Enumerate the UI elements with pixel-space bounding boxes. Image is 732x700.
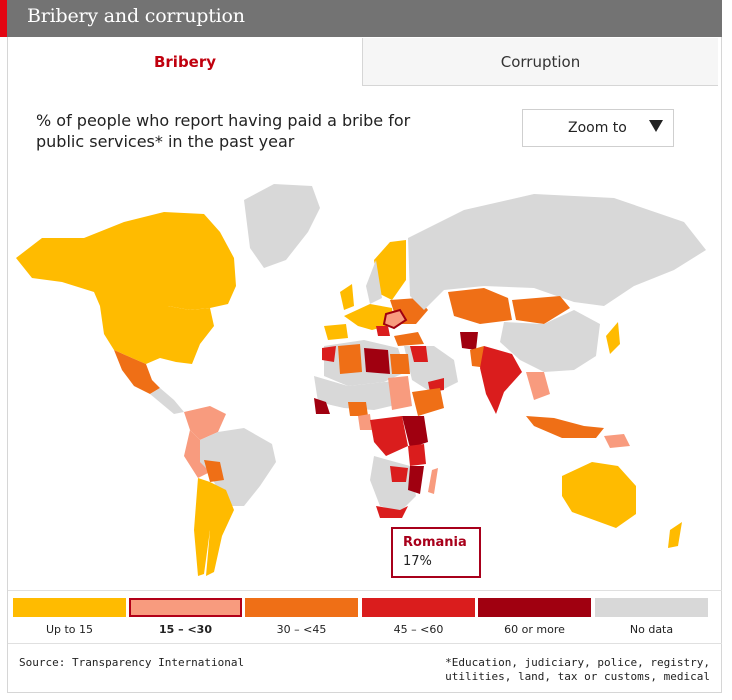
russia[interactable] <box>408 194 706 310</box>
sudan[interactable] <box>388 376 412 410</box>
tooltip-country: Romania <box>403 535 467 550</box>
content-frame <box>7 37 722 693</box>
sahel[interactable] <box>314 376 408 410</box>
country-tooltip: Romania 17% <box>391 527 481 578</box>
peru[interactable] <box>184 430 210 478</box>
tanzania[interactable] <box>408 444 426 466</box>
mexico[interactable] <box>114 350 160 394</box>
indonesia[interactable] <box>526 416 604 438</box>
morocco[interactable] <box>322 346 336 362</box>
ethiopia[interactable] <box>412 388 444 416</box>
south-africa[interactable] <box>376 506 408 518</box>
china[interactable] <box>500 310 600 372</box>
footer-divider <box>8 643 722 644</box>
footnote: *Education, judiciary, police, registry,… <box>410 656 710 684</box>
norway[interactable] <box>366 260 382 304</box>
zoom-label: Zoom to <box>568 120 627 136</box>
mozambique[interactable] <box>408 466 424 494</box>
uk[interactable] <box>340 284 354 310</box>
page-title: Bribery and corruption <box>27 5 245 27</box>
legend-swatch <box>13 598 126 617</box>
legend-divider <box>8 590 722 591</box>
zoom-dropdown[interactable]: Zoom to <box>522 109 674 147</box>
iraq[interactable] <box>410 346 428 362</box>
legend-swatch <box>245 598 358 617</box>
legend-swatch <box>129 598 242 617</box>
legend-label: 60 or more <box>504 623 565 636</box>
legend-label: No data <box>629 623 674 636</box>
zambia[interactable] <box>390 466 408 482</box>
legend-label: 30 – <45 <box>276 623 327 636</box>
header-bar: Bribery and corruption <box>0 0 722 37</box>
romania[interactable] <box>382 308 408 330</box>
legend-item-60-plus[interactable]: 60 or more <box>478 598 591 638</box>
tooltip-value: 17% <box>403 554 432 569</box>
legend-label: 45 – <60 <box>393 623 444 636</box>
legend-item-15-30[interactable]: 15 – <30 <box>129 598 242 638</box>
new-zealand[interactable] <box>668 522 682 548</box>
mongolia[interactable] <box>512 296 570 324</box>
map-subtitle: % of people who report having paid a bri… <box>36 111 411 151</box>
west-africa-1[interactable] <box>314 398 330 414</box>
turkey[interactable] <box>394 332 424 346</box>
tab-corruption[interactable]: Corruption <box>363 38 718 86</box>
source-credit: Source: Transparency International <box>19 656 245 669</box>
legend-item-30-45[interactable]: 30 – <45 <box>245 598 358 638</box>
argentina[interactable] <box>206 482 234 576</box>
chile[interactable] <box>194 478 210 576</box>
canada[interactable] <box>16 212 236 310</box>
east-africa[interactable] <box>402 416 428 448</box>
world-map[interactable] <box>14 110 714 590</box>
papua[interactable] <box>604 434 630 448</box>
afghanistan[interactable] <box>460 332 478 350</box>
header-accent <box>0 0 7 37</box>
madagascar[interactable] <box>428 468 438 494</box>
drc[interactable] <box>370 416 408 456</box>
india[interactable] <box>480 346 522 414</box>
colombia-venezuela[interactable] <box>184 406 226 440</box>
balkans[interactable] <box>376 326 390 336</box>
usa[interactable] <box>100 306 214 364</box>
algeria[interactable] <box>338 344 362 374</box>
legend-item-up-to-15[interactable]: Up to 15 <box>13 598 126 638</box>
dropdown-arrow-icon <box>649 120 663 132</box>
legend-swatch <box>362 598 475 617</box>
legend-label: 15 – <30 <box>159 623 212 636</box>
scandinavia[interactable] <box>374 240 406 300</box>
western-europe[interactable] <box>344 304 394 330</box>
legend-swatch <box>478 598 591 617</box>
greenland[interactable] <box>244 184 320 268</box>
kazakhstan[interactable] <box>448 288 512 324</box>
legend-item-no-data[interactable]: No data <box>595 598 708 638</box>
iberia[interactable] <box>324 324 348 340</box>
footnote-line-2: utilities, land, tax or customs, medical <box>445 670 710 683</box>
libya[interactable] <box>364 348 390 374</box>
australia[interactable] <box>562 462 636 528</box>
bolivia[interactable] <box>204 460 224 482</box>
tab-bribery[interactable]: Bribery <box>8 38 363 86</box>
legend-swatch <box>595 598 708 617</box>
central-america[interactable] <box>150 388 184 414</box>
legend-label: Up to 15 <box>45 623 94 636</box>
footnote-line-1: *Education, judiciary, police, registry, <box>445 656 710 669</box>
egypt[interactable] <box>390 354 410 374</box>
cameroon[interactable] <box>358 414 372 430</box>
legend-item-45-60[interactable]: 45 – <60 <box>362 598 475 638</box>
ghana-nigeria[interactable] <box>348 402 368 416</box>
southeast-asia[interactable] <box>526 372 550 400</box>
japan[interactable] <box>606 322 620 354</box>
